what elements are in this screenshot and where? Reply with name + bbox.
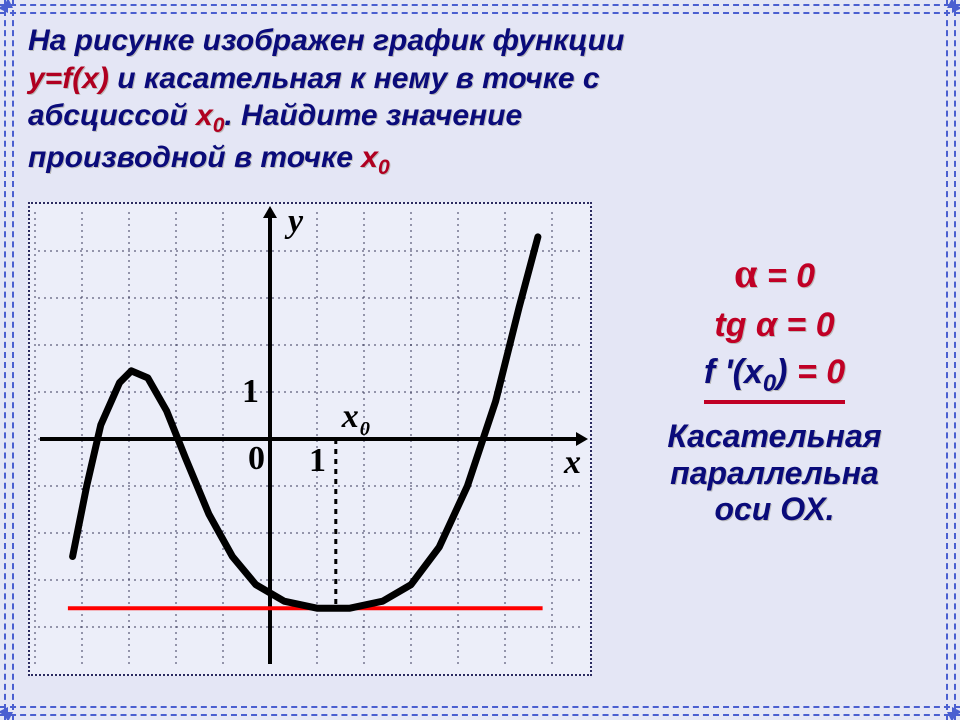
lower-row: yx011x0 α = 0 tg α = 0 f '(x0) = 0 Касат… — [28, 202, 932, 698]
side-equations: α = 0 tg α = 0 f '(x0) = 0 Касательная п… — [592, 202, 932, 698]
heading-text-4: производной в точке — [28, 141, 361, 174]
svg-text:1: 1 — [242, 373, 259, 410]
function-chart: yx011x0 — [30, 204, 590, 674]
heading-x0b: x0 — [361, 141, 389, 174]
derivative-equation: f '(x0) = 0 — [617, 353, 932, 404]
svg-text:1: 1 — [309, 442, 326, 479]
tangent-note: Касательная параллельна оси ОХ. — [617, 418, 932, 528]
heading-fx: y=f(x) — [28, 62, 109, 95]
heading-text-1: На рисунке изображен график функции — [28, 24, 624, 57]
slide-content: На рисунке изображен график функции y=f(… — [28, 22, 932, 698]
chart-area: yx011x0 — [28, 202, 592, 676]
heading-text-2: и касательная к нему в точке с — [109, 62, 600, 95]
heading-text-3: абсциссой — [28, 99, 196, 132]
alpha-equation: α = 0 — [617, 250, 932, 298]
svg-text:0: 0 — [248, 440, 265, 477]
svg-text:x: x — [341, 398, 359, 435]
heading-text-3b: . Найдите значение — [224, 99, 522, 132]
svg-text:x: x — [563, 444, 581, 481]
problem-heading: На рисунке изображен график функции y=f(… — [28, 22, 932, 182]
svg-text:y: y — [284, 204, 304, 240]
heading-x0a: x0 — [196, 99, 224, 132]
svg-text:0: 0 — [360, 418, 370, 440]
tg-equation: tg α = 0 — [617, 306, 932, 345]
